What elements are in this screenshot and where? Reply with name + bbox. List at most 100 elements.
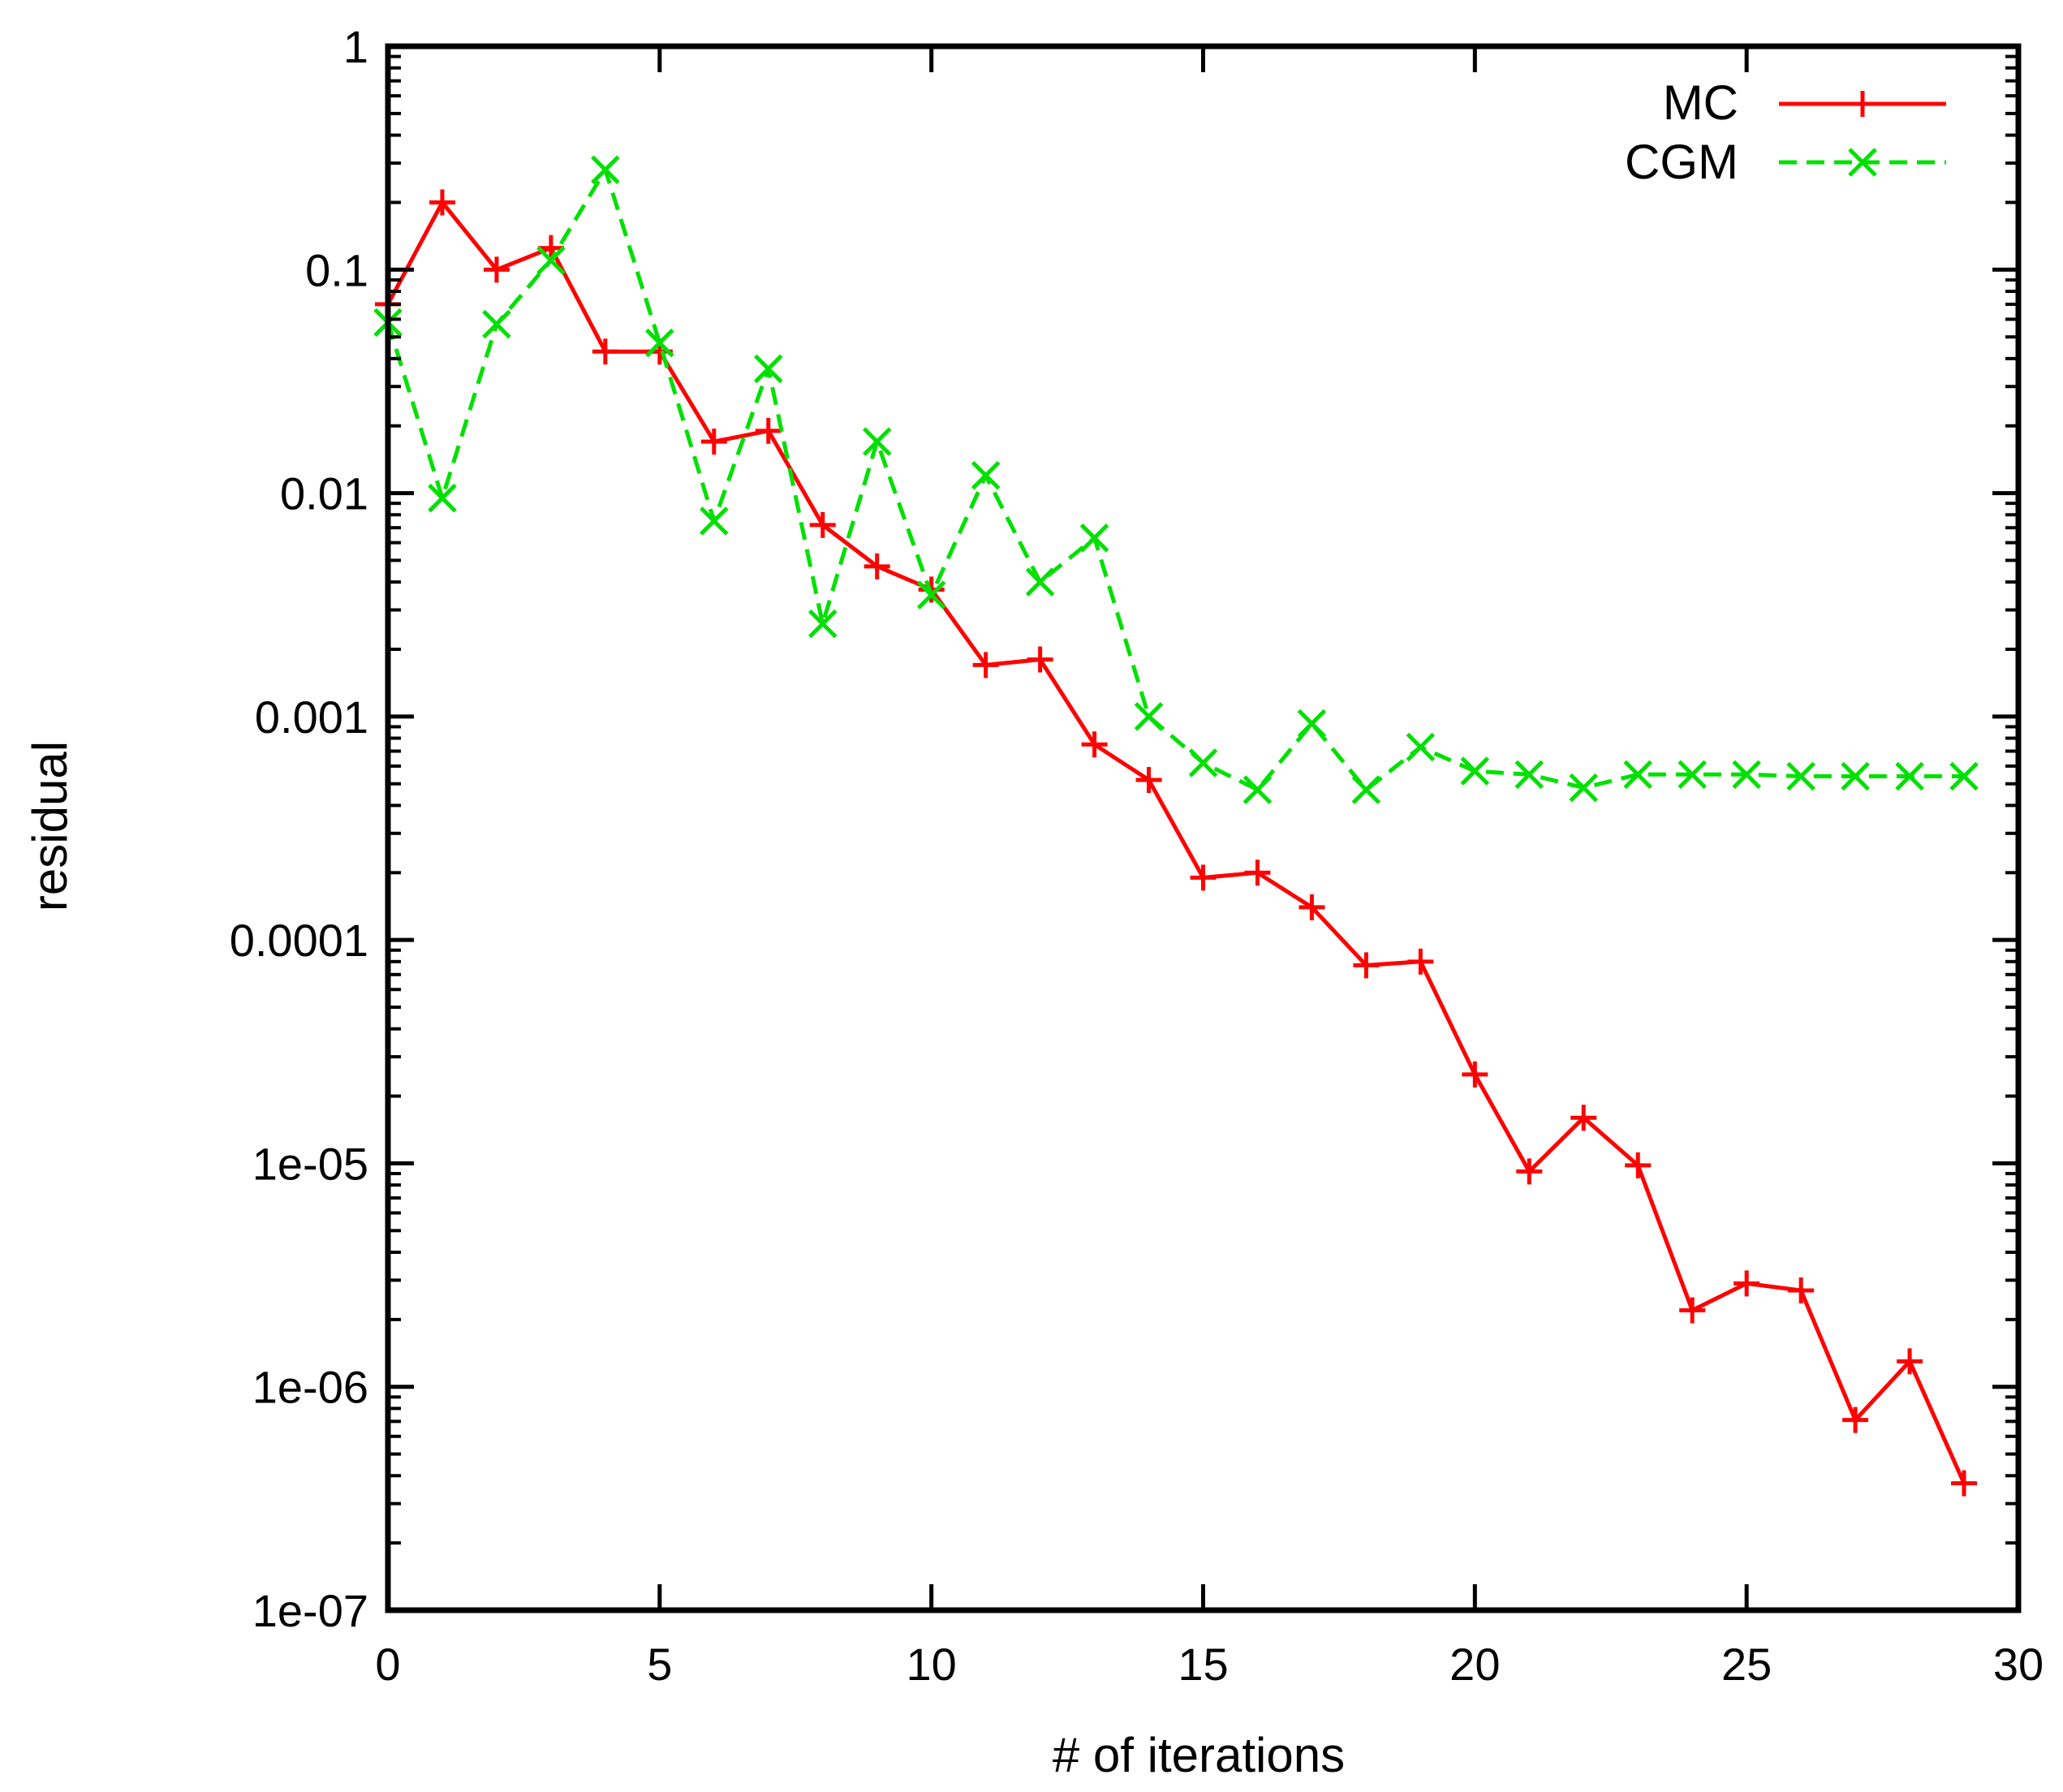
- series-cgm-point-4-d2: [591, 155, 620, 184]
- series-cgm-point-5: [645, 328, 674, 358]
- y-tick-label-7: 1: [343, 21, 368, 72]
- legend-marks: [1779, 91, 1946, 177]
- series-cgm-point-8-d2: [808, 609, 838, 639]
- series-cgm-point-27-d2: [1841, 761, 1870, 791]
- series-cgm-point-22: [1569, 773, 1599, 803]
- series-cgm-point-5-d2: [645, 328, 674, 358]
- legend-cgm-label: CGM: [1625, 135, 1738, 189]
- series-cgm-point-25-d2: [1732, 760, 1761, 790]
- series-cgm-point-6-d2: [700, 506, 729, 536]
- series-cgm-point-10-d2: [916, 580, 946, 610]
- legend-mc-label: MC: [1663, 75, 1738, 130]
- series-cgm-point-27: [1841, 761, 1870, 791]
- x-axis-label: # of iterations: [1053, 1728, 1345, 1782]
- series-cgm-point-8: [808, 609, 838, 639]
- axis-layer: 0 5 10 15 20 25 30 1e-07 1e-06 1e-05 0.0001 0.001 0.…: [230, 21, 2044, 1690]
- series-mc-point-15: [1190, 864, 1217, 891]
- series-mc-point-1: [429, 189, 455, 216]
- series-cgm-point-19: [1406, 732, 1436, 762]
- legend-mc-marker: [1850, 91, 1876, 117]
- series-cgm-point-20: [1460, 756, 1490, 786]
- series-mc-point-25: [1734, 1270, 1760, 1297]
- series-cgm-point-18-d2: [1351, 775, 1381, 804]
- series-cgm-point-9: [862, 427, 892, 456]
- series-cgm-point-16: [1243, 775, 1273, 804]
- series-cgm-point-29-d2: [1949, 761, 1979, 791]
- series-cgm-point-9-d2: [862, 427, 892, 456]
- series-cgm-point-4: [591, 155, 620, 184]
- legend-cgm-marker: [1848, 148, 1877, 177]
- series-cgm-line: [385, 167, 1964, 792]
- x-tick-label-4: 20: [1449, 1639, 1500, 1690]
- y-tick-label-3: 0.0001: [230, 915, 368, 966]
- plot-layer: [373, 155, 1979, 1497]
- series-cgm-point-14-d2: [1134, 702, 1164, 731]
- series-mc-point-13: [1081, 731, 1108, 758]
- x-tick-label-2: 10: [907, 1639, 957, 1690]
- series-cgm-point-24: [1678, 760, 1707, 790]
- series-cgm-point-17: [1297, 709, 1327, 739]
- series-cgm-point-25: [1732, 760, 1761, 790]
- series-cgm-point-18: [1351, 775, 1381, 804]
- series-cgm-point-28: [1895, 761, 1924, 791]
- y-tick-label-4: 0.001: [255, 691, 368, 743]
- series-mc-point-28: [1897, 1348, 1923, 1375]
- series-cgm-point-13: [1079, 523, 1109, 553]
- series-cgm-point-26: [1786, 761, 1815, 791]
- series-cgm-point-19-d2: [1406, 732, 1436, 762]
- series-mc-point-12: [1027, 646, 1053, 673]
- series-cgm-point-21-d2: [1514, 760, 1544, 790]
- x-tick-label-5: 25: [1721, 1639, 1772, 1690]
- legend-cgm-marker-d2: [1848, 148, 1877, 177]
- series-mc-point-8: [809, 511, 836, 538]
- series-mc-point-17: [1299, 894, 1325, 920]
- series-cgm-point-2-d2: [482, 309, 511, 339]
- series-cgm-point-7-d2: [753, 354, 783, 384]
- series-cgm-point-23-d2: [1623, 760, 1653, 790]
- series-mc-point-18: [1353, 952, 1380, 979]
- series-cgm-point-1: [428, 483, 457, 513]
- x-tick-label-0: 0: [375, 1639, 400, 1690]
- legend: MC CGM: [1625, 75, 1946, 189]
- series-mc-point-23: [1625, 1152, 1652, 1178]
- series-mc-point-16: [1244, 859, 1271, 886]
- series-cgm-point-24-d2: [1678, 760, 1707, 790]
- series-mc-point-19: [1407, 948, 1434, 975]
- series-mc-point-6: [700, 429, 727, 455]
- series-cgm-point-28-d2: [1895, 761, 1924, 791]
- y-tick-label-2: 1e-05: [252, 1138, 368, 1189]
- y-tick-label-1: 1e-06: [252, 1362, 368, 1413]
- y-tick-label-0: 1e-07: [252, 1585, 368, 1636]
- series-cgm-point-23: [1623, 760, 1653, 790]
- series-mc-point-4: [592, 338, 618, 365]
- series-mc-point-27: [1842, 1406, 1869, 1433]
- y-tick-label-5: 0.01: [280, 468, 368, 519]
- series-mc-point-21: [1516, 1158, 1543, 1185]
- series-cgm-point-16-d2: [1243, 775, 1273, 804]
- series-mc-point-29: [1951, 1470, 1978, 1497]
- series-cgm-point-29: [1949, 761, 1979, 791]
- series-cgm-point-17-d2: [1297, 709, 1327, 739]
- series-cgm-point-11: [971, 461, 1001, 490]
- series-cgm-point-15-d2: [1188, 748, 1218, 778]
- series-cgm-point-12: [1025, 567, 1055, 597]
- y-axis-label: residual: [23, 741, 77, 911]
- series-mc-point-2: [483, 256, 510, 283]
- series-cgm-point-21: [1514, 760, 1544, 790]
- series-cgm-point-11-d2: [971, 461, 1001, 490]
- series-cgm-point-3: [536, 246, 566, 275]
- series-cgm-point-15: [1188, 748, 1218, 778]
- series-mc-point-22: [1570, 1105, 1597, 1131]
- series-cgm-point-2: [482, 309, 511, 339]
- series-cgm-point-22-d2: [1569, 773, 1599, 803]
- series-cgm-point-13-d2: [1079, 523, 1109, 553]
- series-cgm-point-1-d2: [428, 483, 457, 513]
- series-mc-point-7: [755, 417, 782, 444]
- series-mc-point-24: [1679, 1297, 1706, 1324]
- x-tick-label-6: 30: [1993, 1639, 2044, 1690]
- series-cgm-point-10: [916, 580, 946, 610]
- series-mc-point-14: [1135, 767, 1162, 794]
- y-tick-label-6: 0.1: [305, 244, 368, 295]
- series-mc-point-20: [1462, 1061, 1488, 1088]
